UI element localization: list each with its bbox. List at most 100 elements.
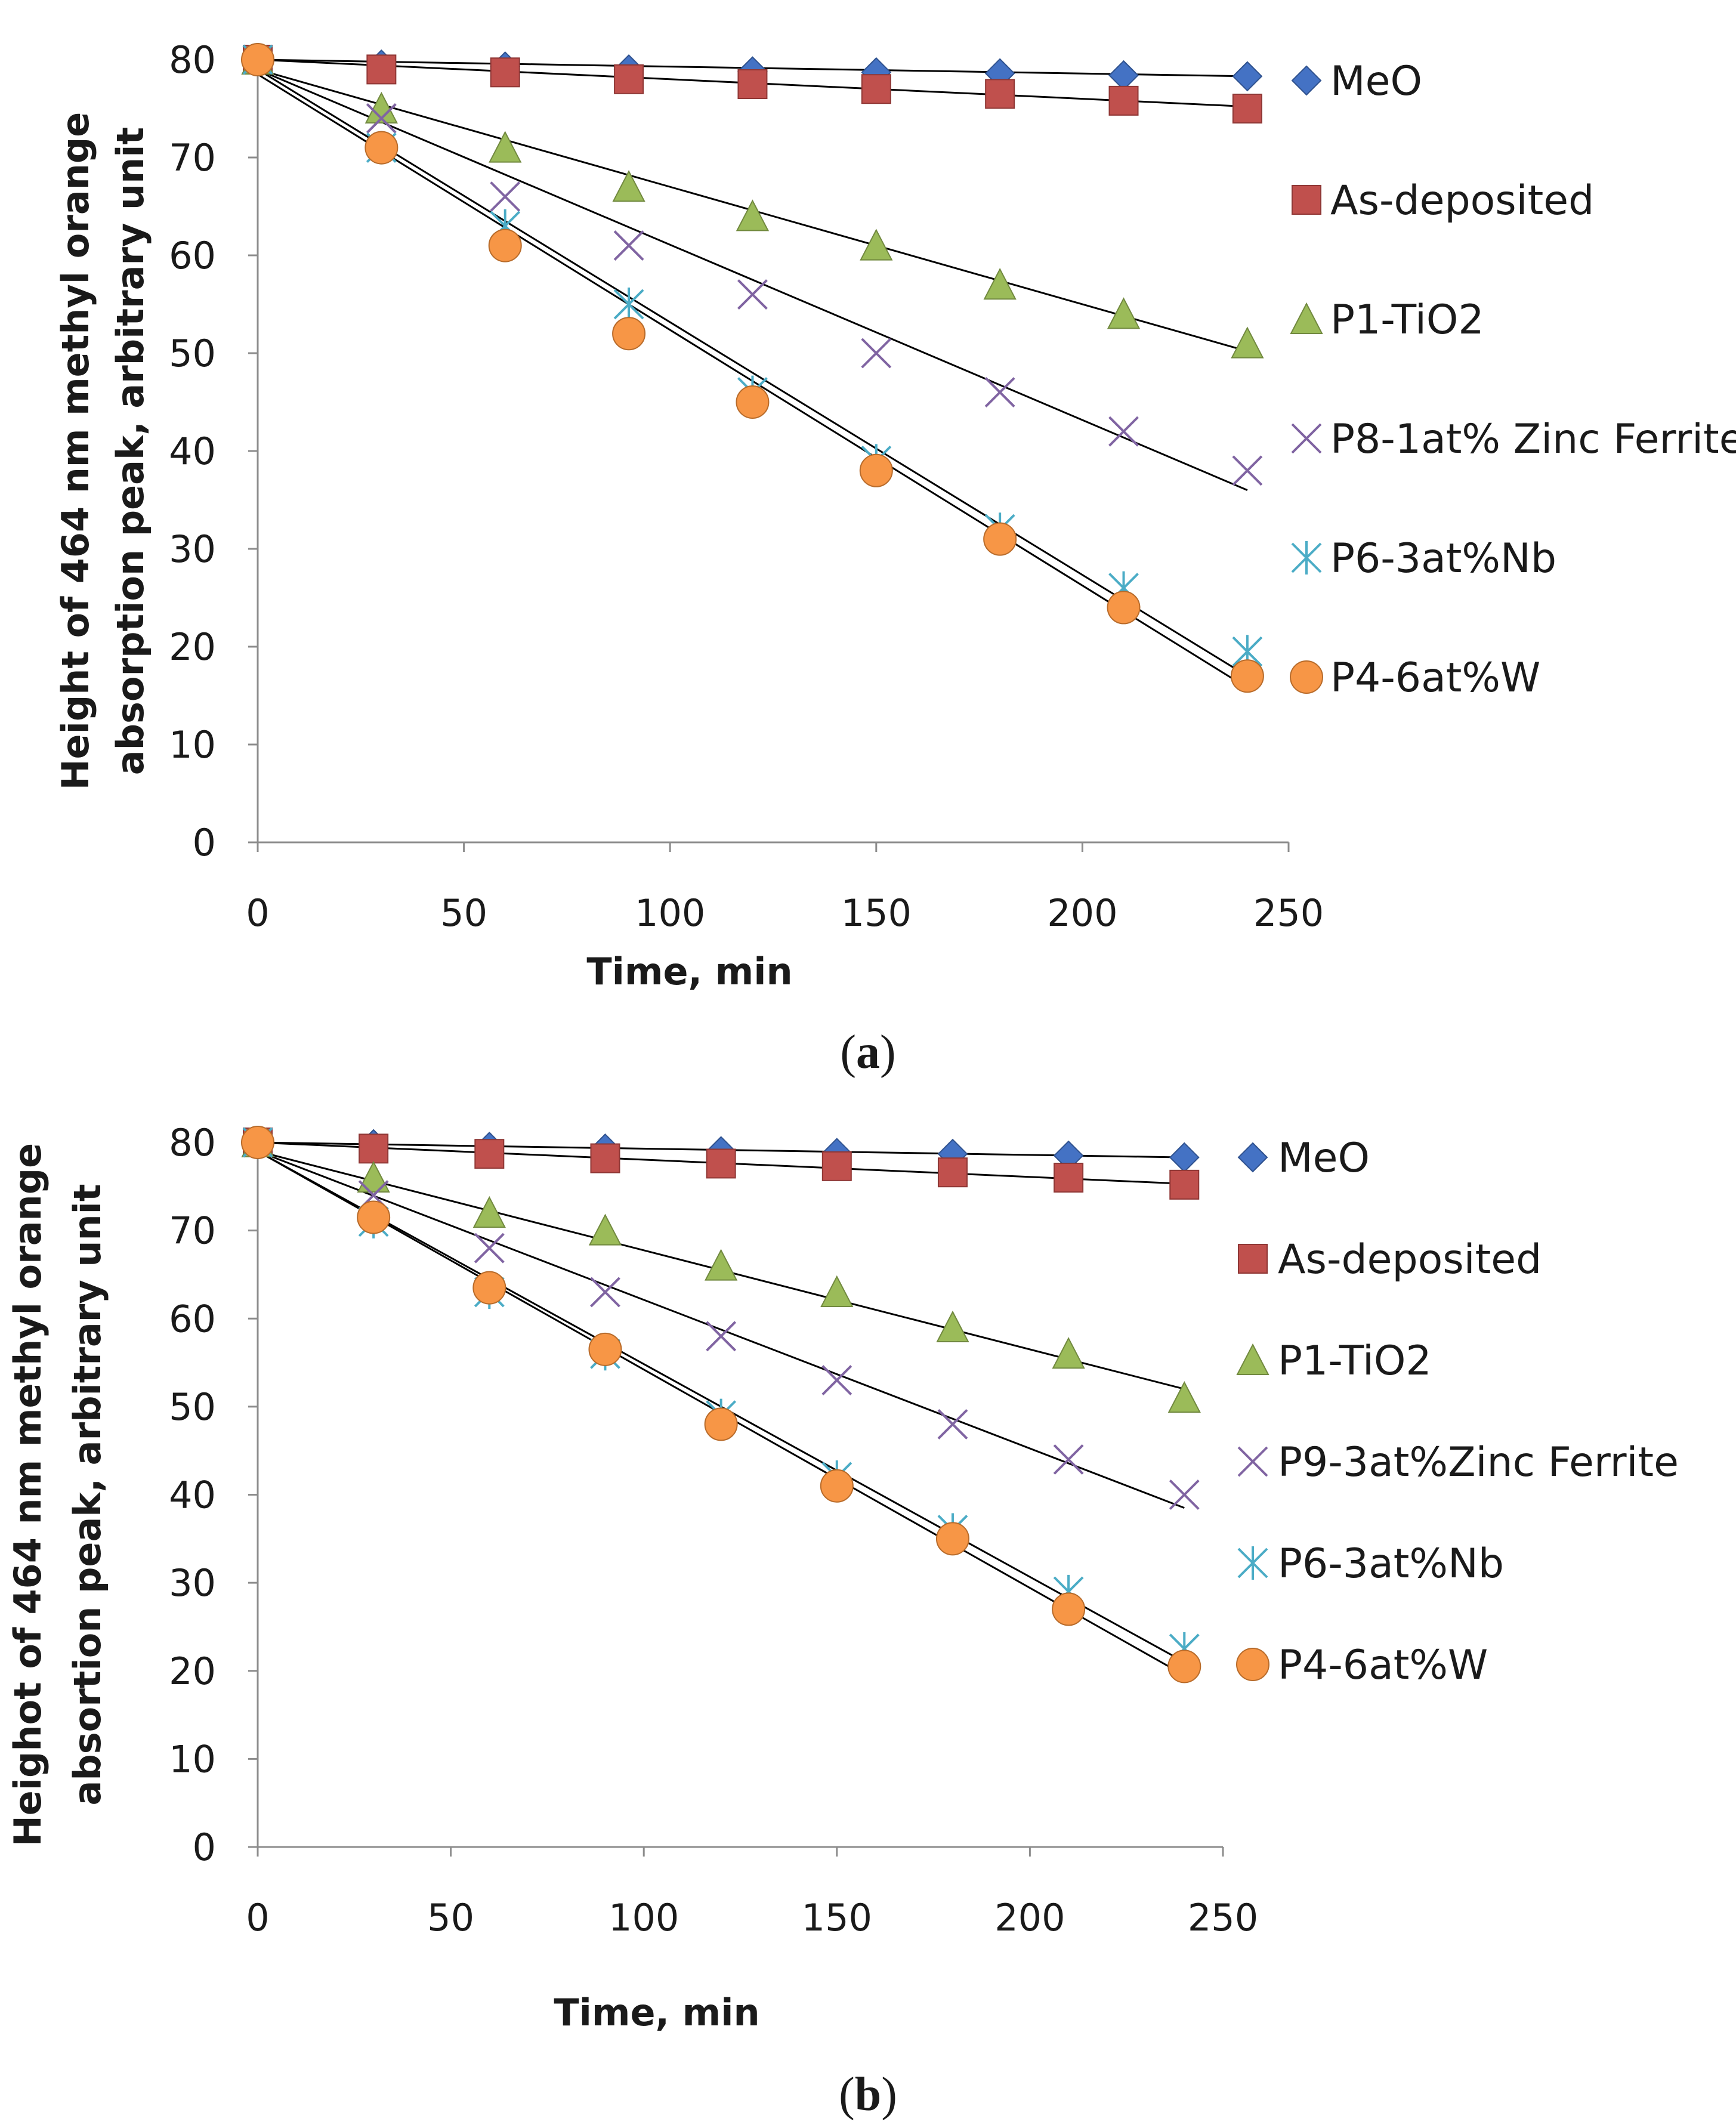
data-point xyxy=(365,131,399,165)
y-tick-label: 10 xyxy=(169,723,216,767)
x-tick-label: 250 xyxy=(1188,1896,1258,1939)
data-point xyxy=(366,103,397,134)
legend-marker xyxy=(1238,1244,1268,1274)
data-point xyxy=(1108,60,1139,91)
legend-marker xyxy=(1290,302,1323,334)
data-point xyxy=(704,1407,738,1441)
data-point xyxy=(1053,1444,1084,1475)
data-point xyxy=(474,1233,505,1264)
x-tick-label: 50 xyxy=(440,891,487,935)
y-tick-label: 60 xyxy=(169,234,216,277)
data-point xyxy=(1230,659,1264,693)
x-tick-label: 150 xyxy=(841,891,912,935)
legend-entry: As-deposited xyxy=(1278,1236,1542,1283)
data-point xyxy=(1232,94,1262,123)
y-axis-title-line2: absorption peak, arbitrary unit xyxy=(109,127,152,775)
legend-entry: P4-6at%W xyxy=(1278,1642,1488,1689)
trendline-P8-1at% Zinc Ferrite xyxy=(257,69,1248,491)
data-point xyxy=(490,57,520,88)
data-point xyxy=(1107,297,1141,329)
data-point xyxy=(935,1522,969,1556)
x-tick-label: 0 xyxy=(246,1896,269,1939)
legend-entry: P8-1at% Zinc Ferrite xyxy=(1330,416,1736,463)
y-axis-title-line1: Heighot of 464 nm methyl orange xyxy=(6,1143,50,1846)
data-point xyxy=(612,170,645,202)
trendline-P6-3at%Nb xyxy=(257,69,1248,677)
legend-marker xyxy=(1236,1343,1269,1375)
data-point xyxy=(860,228,893,261)
data-point xyxy=(706,1321,737,1352)
x-tick-label: 0 xyxy=(246,891,269,935)
data-point xyxy=(490,181,521,212)
x-tick-label: 250 xyxy=(1253,891,1324,935)
y-tick-label: 30 xyxy=(169,527,216,571)
data-point xyxy=(1169,1479,1200,1510)
data-point xyxy=(357,1160,390,1193)
y-tick-label: 20 xyxy=(169,625,216,669)
x-tick-label: 50 xyxy=(427,1896,474,1939)
y-tick-label: 50 xyxy=(169,1385,216,1429)
data-point xyxy=(736,385,770,419)
data-point xyxy=(820,1275,854,1307)
data-point xyxy=(588,1332,622,1366)
data-point xyxy=(1054,1163,1084,1193)
y-tick-label: 80 xyxy=(169,1121,216,1165)
data-point xyxy=(1107,591,1141,625)
data-point xyxy=(936,1310,969,1343)
data-point xyxy=(1232,455,1263,486)
data-point xyxy=(861,74,891,104)
data-point xyxy=(613,288,644,321)
legend-marker xyxy=(1236,1648,1269,1681)
data-point xyxy=(241,1126,274,1159)
data-point xyxy=(736,199,770,231)
data-point xyxy=(612,317,646,351)
y-tick-label: 10 xyxy=(169,1737,216,1781)
y-tick-label: 40 xyxy=(169,430,216,473)
data-point xyxy=(1108,416,1139,447)
y-tick-label: 60 xyxy=(169,1297,216,1340)
x-tick-label: 100 xyxy=(635,891,705,935)
data-point xyxy=(820,1469,854,1503)
x-tick-label: 200 xyxy=(994,1896,1065,1939)
panel-a: 0 10 20 30 40 50 60 70 80 0 50 100 150 200 250 Height o… xyxy=(54,38,1736,1079)
legend-marker xyxy=(1291,423,1322,454)
trendline-P9-3at%Zinc Ferrite xyxy=(257,1150,1185,1509)
y-tick-label: 0 xyxy=(193,1826,216,1869)
legend-entry: MeO xyxy=(1278,1135,1370,1182)
data-point xyxy=(737,69,768,99)
panel-label: (b) xyxy=(839,2068,897,2121)
x-tick-label: 200 xyxy=(1047,891,1117,935)
data-point xyxy=(985,79,1015,109)
legend-entry: P6-3at%Nb xyxy=(1278,1540,1504,1587)
y-tick-label: 80 xyxy=(169,38,216,82)
legend-marker xyxy=(1290,660,1323,694)
data-point xyxy=(1108,85,1139,116)
data-point xyxy=(590,1277,620,1308)
data-point xyxy=(937,1409,968,1440)
data-point xyxy=(1169,1142,1200,1173)
data-point xyxy=(983,268,1017,300)
data-point xyxy=(1052,1592,1086,1626)
y-tick-label: 70 xyxy=(169,1209,216,1253)
data-point xyxy=(488,228,522,262)
data-point xyxy=(706,1148,736,1179)
data-point xyxy=(357,1200,391,1234)
data-point xyxy=(737,279,768,310)
x-axis-title: Time, min xyxy=(586,950,792,993)
y-tick-label: 0 xyxy=(193,821,216,864)
legend-marker xyxy=(1291,65,1322,96)
data-point xyxy=(859,453,893,487)
data-point xyxy=(1052,1337,1085,1369)
data-point xyxy=(489,131,522,163)
data-point xyxy=(704,1249,738,1281)
data-point xyxy=(588,1213,622,1246)
data-point xyxy=(366,54,397,85)
data-point xyxy=(1167,1650,1201,1684)
legend-entry: MeO xyxy=(1330,58,1422,105)
legend-marker xyxy=(1291,541,1322,574)
data-point xyxy=(359,1133,389,1164)
data-point xyxy=(821,1365,852,1396)
legend-entry: P6-3at%Nb xyxy=(1330,535,1556,582)
data-point xyxy=(241,43,274,76)
